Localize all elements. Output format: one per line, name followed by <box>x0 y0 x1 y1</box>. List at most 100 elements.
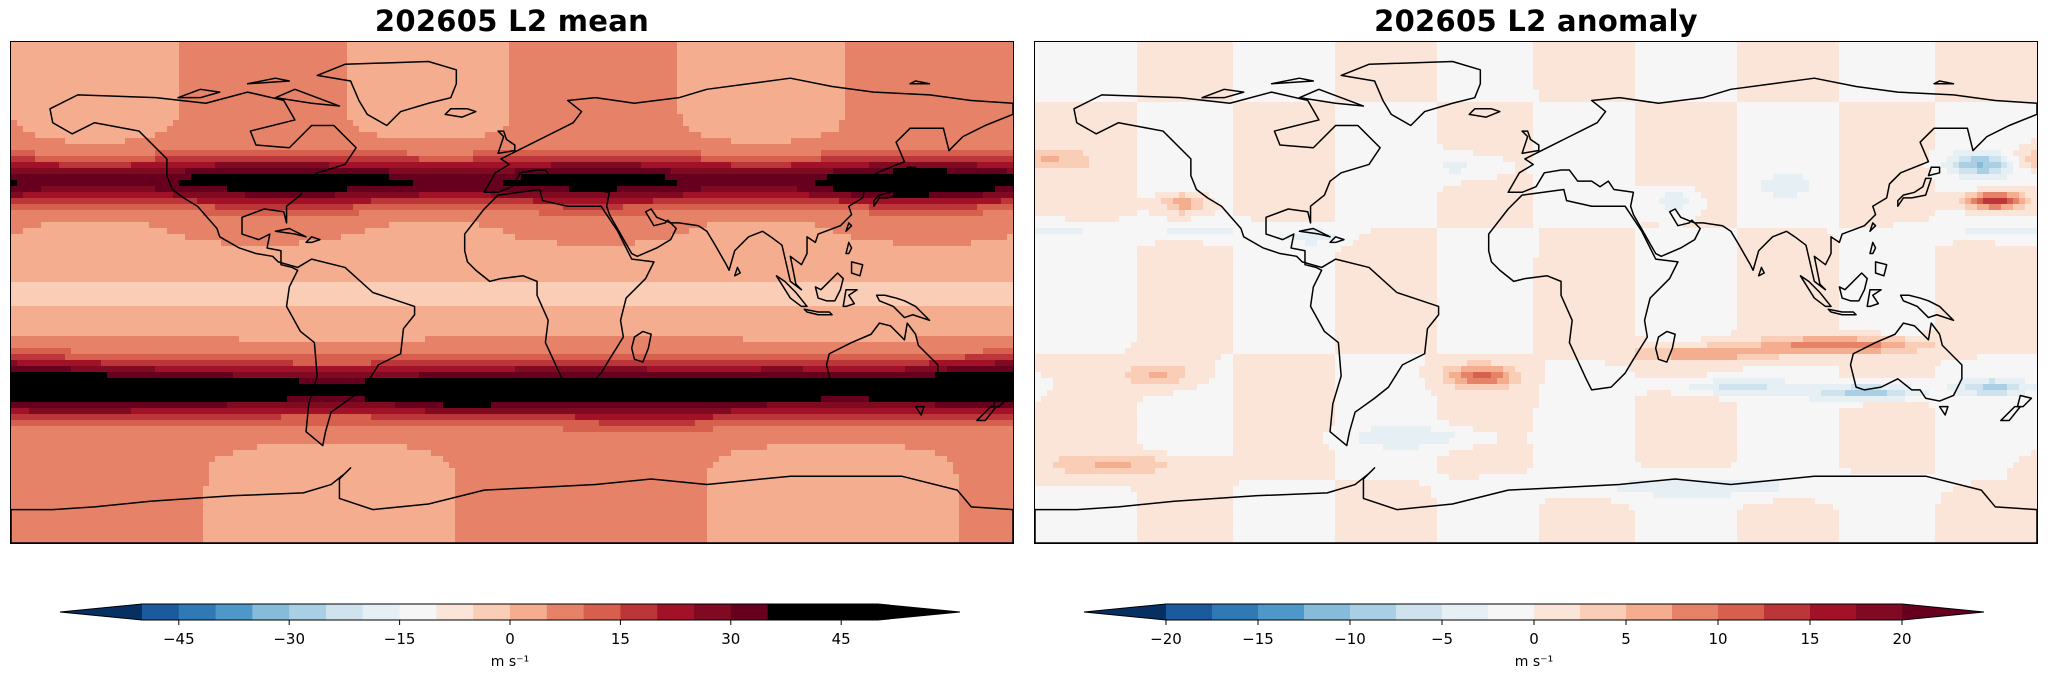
mean-field-cell <box>59 60 66 67</box>
mean-field-cell <box>467 186 474 193</box>
mean-field-cell <box>575 126 582 133</box>
mean-field-cell <box>809 156 816 163</box>
mean-field-cell <box>695 114 702 121</box>
mean-field-cell <box>575 114 582 121</box>
mean-field-cell <box>35 102 42 109</box>
mean-field-cell <box>575 150 582 157</box>
mean-field-cell <box>887 60 894 67</box>
mean-field-cell <box>719 168 726 175</box>
mean-field-cell <box>407 126 414 133</box>
mean-field-cell <box>233 162 240 169</box>
mean-field-cell <box>647 78 654 85</box>
mean-field-cell <box>647 42 654 49</box>
mean-field-cell <box>845 120 852 127</box>
mean-field-cell <box>815 108 822 115</box>
mean-field-cell <box>455 192 462 199</box>
mean-field-cell <box>245 192 252 199</box>
mean-field-cell <box>101 192 108 199</box>
mean-field-cell <box>551 186 558 193</box>
mean-field-cell <box>611 162 618 169</box>
mean-field-cell <box>401 108 408 115</box>
mean-field-cell <box>155 120 162 127</box>
mean-field-cell <box>509 162 516 169</box>
mean-field-cell <box>35 162 42 169</box>
mean-field-cell <box>815 174 822 181</box>
mean-wind-map[interactable] <box>10 41 1014 544</box>
mean-field-cell <box>53 174 60 181</box>
mean-field-cell <box>59 168 66 175</box>
mean-field-cell <box>215 108 222 115</box>
mean-field-cell <box>989 42 996 49</box>
mean-field-cell <box>545 156 552 163</box>
mean-field-cell <box>101 60 108 67</box>
mean-field-cell <box>827 54 834 61</box>
mean-field-cell <box>941 174 948 181</box>
mean-field-cell <box>809 126 816 133</box>
mean-field-cell <box>311 72 318 79</box>
mean-field-cell <box>695 162 702 169</box>
mean-field-cell <box>731 180 738 187</box>
mean-field-cell <box>953 162 960 169</box>
mean-field-cell <box>11 66 18 73</box>
mean-field-cell <box>371 138 378 145</box>
mean-field-cell <box>989 84 996 91</box>
mean-field-cell <box>113 192 120 199</box>
mean-field-cell <box>815 180 822 187</box>
mean-field-cell <box>515 60 522 67</box>
mean-field-cell <box>299 216 306 223</box>
mean-field-cell <box>503 66 510 73</box>
mean-field-cell <box>377 78 384 85</box>
mean-field-cell <box>899 102 906 109</box>
mean-field-cell <box>185 216 192 223</box>
mean-field-cell <box>395 60 402 67</box>
mean-field-cell <box>539 126 546 133</box>
mean-field-cell <box>707 108 714 115</box>
mean-field-cell <box>209 210 216 217</box>
mean-field-cell <box>419 78 426 85</box>
mean-field-cell <box>737 96 744 103</box>
mean-field-cell <box>143 48 150 55</box>
mean-field-cell <box>545 168 552 175</box>
mean-field-cell <box>743 72 750 79</box>
mean-field-cell <box>257 84 264 91</box>
mean-field-cell <box>893 180 900 187</box>
mean-field-cell <box>593 180 600 187</box>
mean-field-cell <box>1001 204 1008 211</box>
mean-field-cell <box>179 108 186 115</box>
mean-field-cell <box>161 48 168 55</box>
mean-field-cell <box>335 90 342 97</box>
mean-field-cell <box>779 60 786 67</box>
mean-field-cell <box>749 132 756 139</box>
mean-field-cell <box>761 204 768 211</box>
mean-field-cell <box>749 150 756 157</box>
mean-field-cell <box>725 162 732 169</box>
mean-field-cell <box>101 210 108 217</box>
mean-field-cell <box>497 120 504 127</box>
mean-field-cell <box>551 150 558 157</box>
mean-field-cell <box>353 120 360 127</box>
mean-field-cell <box>791 198 798 205</box>
mean-field-cell <box>941 66 948 73</box>
mean-field-cell <box>245 150 252 157</box>
mean-field-cell <box>269 204 276 211</box>
mean-field-cell <box>365 144 372 151</box>
mean-field-cell <box>311 96 318 103</box>
mean-field-cell <box>671 114 678 121</box>
mean-field-cell <box>449 150 456 157</box>
mean-field-cell <box>353 162 360 169</box>
mean-field-cell <box>245 198 252 205</box>
mean-field-cell <box>29 186 36 193</box>
mean-field-cell <box>947 150 954 157</box>
mean-field-cell <box>887 156 894 163</box>
mean-field-cell <box>989 174 996 181</box>
mean-field-cell <box>851 138 858 145</box>
mean-field-cell <box>29 192 36 199</box>
mean-field-cell <box>179 60 186 67</box>
mean-field-cell <box>35 216 42 223</box>
mean-field-cell <box>1007 96 1013 103</box>
mean-field-cell <box>359 162 366 169</box>
mean-field-cell <box>701 114 708 121</box>
mean-field-cell <box>209 198 216 205</box>
mean-field-cell <box>269 210 276 217</box>
mean-field-cell <box>1007 108 1013 115</box>
